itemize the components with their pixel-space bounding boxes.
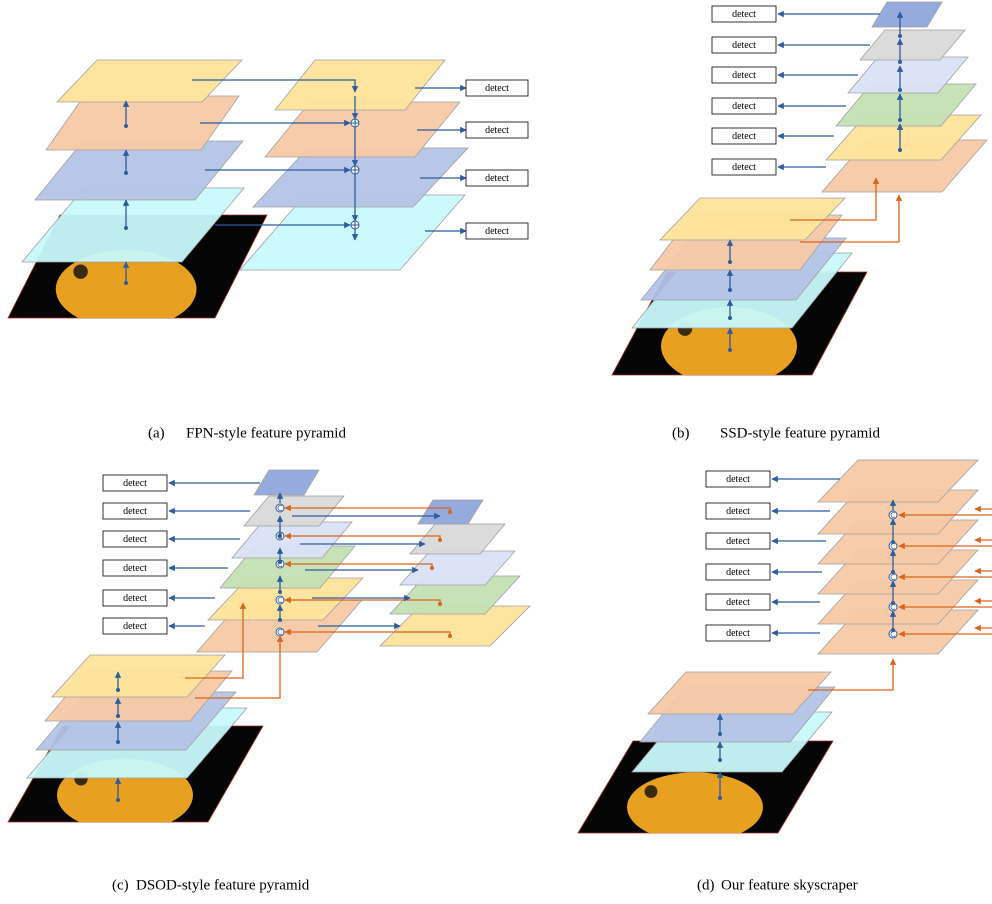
detect-label: detect [726,597,750,608]
detect-label: detect [732,101,756,112]
fruit-spot [73,264,87,278]
figure: detect detect detect detect detect detect dete… [0,0,992,904]
detect-label: detect [732,70,756,81]
fruit [627,772,763,842]
detect-label: detect [726,628,750,639]
feature-layer [860,30,965,60]
feature-layer [244,496,344,526]
caption-text: SSD-style feature pyramid [720,425,880,441]
feature-layer [254,470,319,495]
detect-label: detect [123,506,147,517]
detect-label: detect [123,534,147,545]
detect-label: detect [485,173,509,184]
detect-label: detect [123,621,147,632]
caption-b: (b) SSD-style feature pyramid [672,425,880,441]
detect-label: detect [123,593,147,604]
detect-label: detect [726,567,750,578]
detect-label: detect [732,9,756,20]
detect-label: detect [485,125,509,136]
feature-layer [872,2,942,27]
detect-label: detect [732,162,756,173]
detect-label: detect [485,83,509,94]
feature-layer [410,524,505,554]
detect-label: detect [485,226,509,237]
fruit-spot [645,785,658,798]
caption-text: DSOD-style feature pyramid [136,877,310,893]
detect-label: detect [123,563,147,574]
detect-label: detect [732,131,756,142]
caption-label: (c) [112,877,129,893]
caption-c: (c) DSOD-style feature pyramid [112,877,310,893]
caption-label: (b) [672,425,690,441]
detect-label: detect [726,506,750,517]
caption-text: FPN-style feature pyramid [186,425,346,441]
detect-label: detect [726,536,750,547]
caption-text: Our feature skyscraper [721,877,858,893]
caption-label: (d) [697,877,715,893]
caption-label: (a) [148,425,165,441]
detect-label: detect [123,478,147,489]
caption-a: (a) FPN-style feature pyramid [148,425,346,441]
detect-label: detect [726,474,750,485]
caption-d: (d) Our feature skyscraper [697,877,858,893]
detect-label: detect [732,40,756,51]
